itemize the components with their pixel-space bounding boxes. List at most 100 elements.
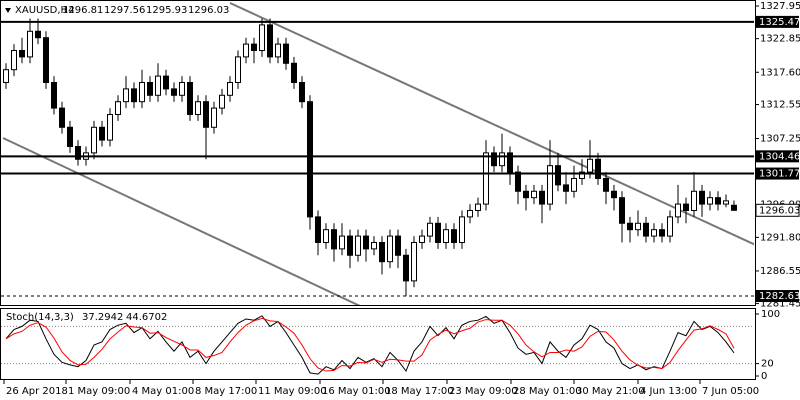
candle-body: [595, 158, 601, 179]
level-label: 1282.63: [759, 291, 800, 302]
candle-body: [347, 235, 353, 256]
candle-body: [707, 197, 713, 205]
candle-body: [163, 75, 169, 90]
stoch-k-value: 37.2942: [82, 312, 123, 323]
candle-body: [435, 222, 441, 243]
level-label: 1304.46: [759, 151, 800, 162]
candle-body: [427, 222, 433, 237]
time-label: 1 May 09:00: [68, 386, 130, 397]
time-label: 4 Jun 13:00: [640, 386, 697, 397]
time-label: 4 May 01:00: [132, 386, 194, 397]
candle-body: [243, 43, 249, 58]
candle-body: [323, 229, 329, 243]
y-tick-label: 1281.45: [760, 299, 800, 310]
candle-body: [235, 56, 241, 83]
candle-body: [419, 235, 425, 243]
candle-body: [283, 43, 289, 64]
stoch-title: Stoch(14,3,3): [6, 312, 74, 323]
price-pane: [0, 0, 756, 306]
level-label-box: [756, 15, 799, 28]
candle-body: [715, 197, 721, 205]
current-price: 1296.03: [759, 205, 800, 216]
candle-body: [203, 101, 209, 128]
candle-body: [99, 126, 105, 141]
candle-body: [147, 81, 153, 96]
candle-body: [499, 152, 505, 167]
open-value: 1296.81: [62, 5, 103, 16]
time-label: 30 May 21:00: [576, 386, 645, 397]
candle-body: [299, 81, 305, 103]
candle-body: [307, 101, 313, 218]
y-tick-label: 1317.60: [760, 67, 800, 78]
candle-body: [131, 88, 137, 103]
candle-body: [571, 177, 577, 192]
candle-body: [227, 81, 233, 96]
candle-body: [683, 203, 689, 211]
level-label-box: [756, 150, 799, 163]
candle-body: [139, 81, 145, 103]
candle-body: [579, 171, 585, 179]
candle-body: [59, 107, 65, 128]
candle-body: [363, 235, 369, 250]
candle-body: [667, 216, 673, 237]
candle-body: [315, 216, 321, 243]
candle-body: [691, 190, 697, 211]
time-label: 8 May 17:00: [195, 386, 257, 397]
y-tick-label: 1291.80: [760, 232, 800, 243]
low-value: 1295.93: [146, 5, 187, 16]
price-label-box: [755, 203, 800, 217]
candle-body: [27, 30, 33, 58]
candle-body: [395, 235, 401, 256]
close-value: 1296.03: [188, 5, 229, 16]
candle-body: [11, 49, 17, 71]
candle-body: [475, 203, 481, 211]
candle-body: [171, 88, 177, 96]
candle-body: [259, 24, 265, 51]
candle-body: [515, 171, 521, 192]
candle-body: [107, 113, 113, 141]
candle-body: [251, 43, 257, 51]
candle-body: [275, 43, 281, 58]
candle-body: [19, 49, 25, 58]
time-label: 18 May 17:00: [385, 386, 454, 397]
y-tick-label: 1307.25: [760, 133, 800, 144]
y-tick-label: 1322.85: [760, 34, 800, 45]
y-tick-label: 1286.55: [760, 266, 800, 277]
stoch-tick-label: 100: [761, 309, 780, 320]
candle-body: [155, 75, 161, 96]
candle-body: [115, 101, 121, 115]
candle-body: [3, 69, 9, 83]
trendline: [2, 137, 361, 305]
candle-body: [43, 37, 49, 83]
candle-body: [731, 204, 737, 211]
candle-body: [619, 197, 625, 224]
candle-body: [451, 229, 457, 243]
candle-body: [467, 209, 473, 218]
stoch-pane: [0, 308, 756, 380]
candle-body: [443, 229, 449, 243]
candle-body: [483, 152, 489, 205]
candle-body: [491, 152, 497, 167]
candle-body: [611, 190, 617, 199]
time-label: 23 May 09:00: [449, 386, 518, 397]
high-value: 1297.56: [104, 5, 145, 16]
candle-body: [371, 241, 377, 250]
y-tick-label: 1327.95: [760, 1, 800, 12]
candle-body: [627, 222, 633, 231]
candle-body: [459, 216, 465, 243]
candle-body: [219, 94, 225, 109]
collapse-icon[interactable]: [5, 8, 11, 13]
candle-body: [291, 62, 297, 83]
candle-body: [75, 145, 81, 160]
candle-body: [387, 235, 393, 263]
candle-body: [403, 254, 409, 282]
level-label-box: [756, 290, 799, 303]
candle-body: [699, 190, 705, 205]
stoch-d-value: 44.6702: [126, 312, 167, 323]
stoch-line: [5, 315, 735, 375]
stoch-line: [5, 317, 735, 372]
time-label: 7 Jun 05:00: [702, 386, 759, 397]
candle-body: [379, 241, 385, 263]
level-label: 1325.47: [759, 17, 800, 28]
